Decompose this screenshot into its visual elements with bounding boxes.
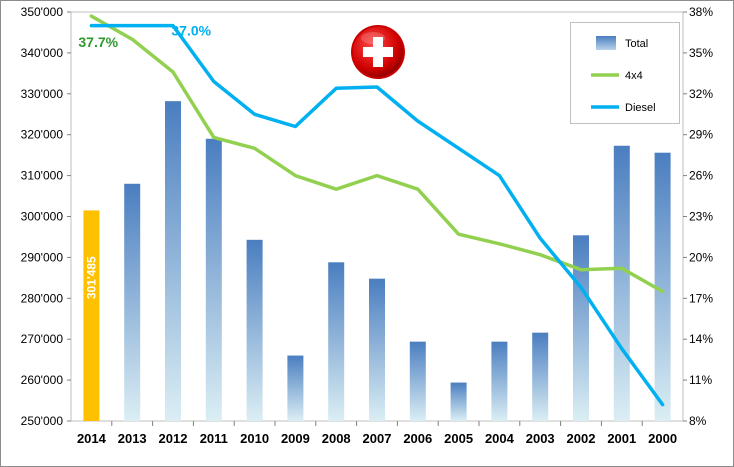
bar-2002 — [573, 235, 589, 421]
bar-2006 — [409, 341, 426, 421]
left-tick-label: 290'000 — [21, 250, 64, 264]
bar-2000 — [654, 152, 671, 422]
left-tick-label: 260'000 — [21, 373, 64, 387]
x-tick-label: 2001 — [607, 431, 636, 446]
right-tick-label: 23% — [689, 210, 713, 224]
right-tick-label: 11% — [689, 373, 712, 387]
x-tick-label: 2005 — [444, 431, 473, 446]
right-tick-label: 38% — [689, 5, 713, 19]
x-tick-label: 2010 — [240, 431, 269, 446]
legend-label-total: Total — [625, 38, 648, 50]
right-tick-label: 26% — [689, 169, 713, 183]
line-4x4 — [89, 14, 665, 294]
left-tick-label: 340'000 — [21, 46, 64, 60]
x-tick-label: 2000 — [648, 431, 677, 446]
x-tick-label: 2006 — [403, 431, 432, 446]
right-tick-label: 35% — [689, 46, 713, 60]
left-tick-label: 270'000 — [21, 332, 64, 346]
bar-2008 — [328, 262, 345, 421]
bar-2010 — [246, 239, 263, 421]
x-tick-label: 2003 — [526, 431, 555, 446]
bar-2014 — [83, 210, 100, 421]
bar-data-label: 301'485 — [84, 256, 98, 299]
legend-svg: Total 4x4 Diesel — [591, 36, 656, 114]
x-tick-label: 2004 — [485, 431, 515, 446]
right-tick-label: 17% — [689, 291, 713, 305]
swiss-flag-icon — [351, 25, 405, 79]
x-tick-label: 2014 — [77, 431, 107, 446]
right-tick-label: 29% — [689, 128, 713, 142]
legend-label-4x4: 4x4 — [625, 70, 643, 82]
legend-swatch-total — [596, 36, 616, 50]
bar-2009 — [287, 355, 304, 421]
bar-2011 — [205, 138, 222, 422]
bar-2003 — [532, 332, 549, 421]
annotation-4x4: 37.7% — [78, 34, 118, 50]
right-tick-label: 14% — [689, 332, 713, 346]
x-tick-label: 2008 — [322, 431, 351, 446]
bar-2005 — [450, 382, 467, 421]
bar-2001 — [613, 145, 630, 422]
annotation-diesel: 37.0% — [171, 23, 211, 39]
bar-2013 — [124, 183, 141, 421]
x-tick-label: 2009 — [281, 431, 310, 446]
left-tick-label: 280'000 — [21, 291, 64, 305]
legend-label-diesel: Diesel — [625, 102, 656, 114]
right-tick-label: 8% — [689, 414, 707, 428]
left-tick-label: 320'000 — [21, 128, 64, 142]
bar-2004 — [491, 341, 508, 421]
chart-legend: Total 4x4 Diesel — [570, 22, 680, 124]
bar-2012 — [165, 101, 181, 422]
x-tick-label: 2007 — [363, 431, 392, 446]
right-tick-label: 32% — [689, 87, 713, 101]
left-tick-label: 300'000 — [21, 210, 64, 224]
left-tick-label: 310'000 — [21, 169, 64, 183]
left-tick-label: 350'000 — [21, 5, 64, 19]
right-tick-label: 20% — [689, 250, 713, 264]
x-tick-label: 2012 — [159, 431, 188, 446]
line-diesel — [89, 23, 665, 407]
left-tick-label: 330'000 — [21, 87, 64, 101]
x-tick-label: 2002 — [567, 431, 596, 446]
x-tick-label: 2013 — [118, 431, 147, 446]
bar-2007 — [369, 278, 385, 421]
left-tick-label: 250'000 — [21, 414, 64, 428]
x-tick-label: 2011 — [200, 431, 228, 446]
